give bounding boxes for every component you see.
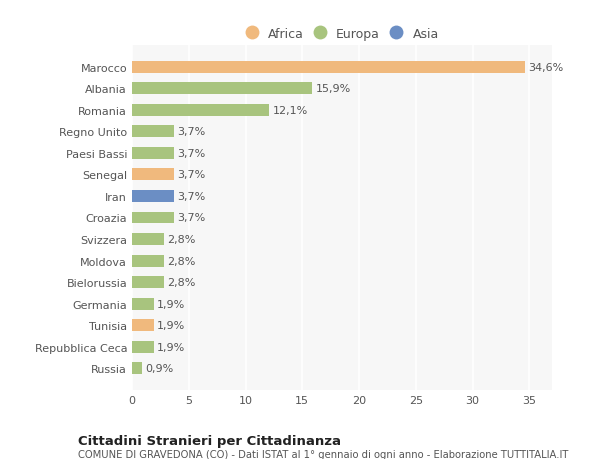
Text: 3,7%: 3,7% [178, 170, 206, 180]
Bar [132, 255, 164, 267]
Text: Cittadini Stranieri per Cittadinanza: Cittadini Stranieri per Cittadinanza [78, 434, 341, 447]
Bar [132, 363, 142, 375]
Text: 1,9%: 1,9% [157, 299, 185, 309]
Text: 34,6%: 34,6% [528, 62, 563, 73]
Bar [132, 62, 525, 73]
Bar [132, 298, 154, 310]
Bar [132, 105, 269, 117]
Text: 3,7%: 3,7% [178, 127, 206, 137]
Text: 1,9%: 1,9% [157, 342, 185, 352]
Bar [132, 212, 174, 224]
Bar [132, 319, 154, 331]
Bar [132, 190, 174, 202]
Legend: Africa, Europa, Asia: Africa, Europa, Asia [241, 25, 443, 45]
Text: 1,9%: 1,9% [157, 320, 185, 330]
Bar [132, 169, 174, 181]
Bar [132, 148, 174, 159]
Bar [132, 234, 164, 246]
Text: COMUNE DI GRAVEDONA (CO) - Dati ISTAT al 1° gennaio di ogni anno - Elaborazione : COMUNE DI GRAVEDONA (CO) - Dati ISTAT al… [78, 449, 568, 459]
Text: 3,7%: 3,7% [178, 149, 206, 158]
Bar [132, 341, 154, 353]
Text: 3,7%: 3,7% [178, 213, 206, 223]
Bar [132, 277, 164, 288]
Text: 2,8%: 2,8% [167, 278, 196, 287]
Text: 2,8%: 2,8% [167, 256, 196, 266]
Text: 12,1%: 12,1% [273, 106, 308, 116]
Bar [132, 83, 313, 95]
Text: 0,9%: 0,9% [146, 364, 174, 374]
Text: 2,8%: 2,8% [167, 235, 196, 245]
Text: 15,9%: 15,9% [316, 84, 351, 94]
Text: 3,7%: 3,7% [178, 191, 206, 202]
Bar [132, 126, 174, 138]
